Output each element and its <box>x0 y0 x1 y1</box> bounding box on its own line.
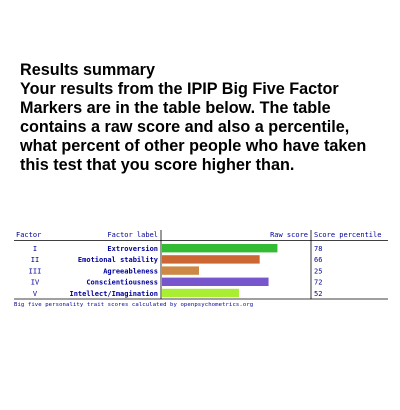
results-summary: Results summary Your results from the IP… <box>20 61 390 175</box>
score-percentile: 78 <box>314 245 322 253</box>
header-factor-label: Factor label <box>107 231 158 239</box>
factor-number: II <box>31 256 39 264</box>
factor-label: Conscientiousness <box>86 279 158 287</box>
score-bar <box>162 288 239 298</box>
results-summary-title: Results summary <box>20 61 155 79</box>
score-percentile: 52 <box>314 290 322 298</box>
factor-number: I <box>33 245 37 253</box>
factor-number: IV <box>31 279 40 287</box>
score-percentile: 72 <box>314 279 322 287</box>
score-bar <box>162 255 260 264</box>
factor-label: Intellect/Imagination <box>69 290 158 298</box>
results-chart: Factor Factor label Raw score Score perc… <box>14 230 388 300</box>
results-table: Factor Factor label Raw score Score perc… <box>14 228 388 318</box>
header-factor: Factor <box>16 231 41 239</box>
score-bar <box>162 266 199 275</box>
score-percentile: 25 <box>314 267 322 275</box>
footnote: Big five personality trait scores calcul… <box>14 302 254 308</box>
header-score-percentile: Score percentile <box>314 231 381 239</box>
results-summary-text: Your results from the IPIP Big Five Fact… <box>20 80 367 174</box>
header-raw-score: Raw score <box>270 231 308 239</box>
score-bar <box>162 277 269 286</box>
score-percentile: 66 <box>314 256 322 264</box>
factor-label: Agreeableness <box>103 267 158 275</box>
factor-number: III <box>29 267 42 275</box>
factor-label: Extroversion <box>107 245 158 253</box>
score-bar <box>162 244 278 253</box>
factor-label: Emotional stability <box>78 256 159 264</box>
factor-number: V <box>33 290 38 298</box>
